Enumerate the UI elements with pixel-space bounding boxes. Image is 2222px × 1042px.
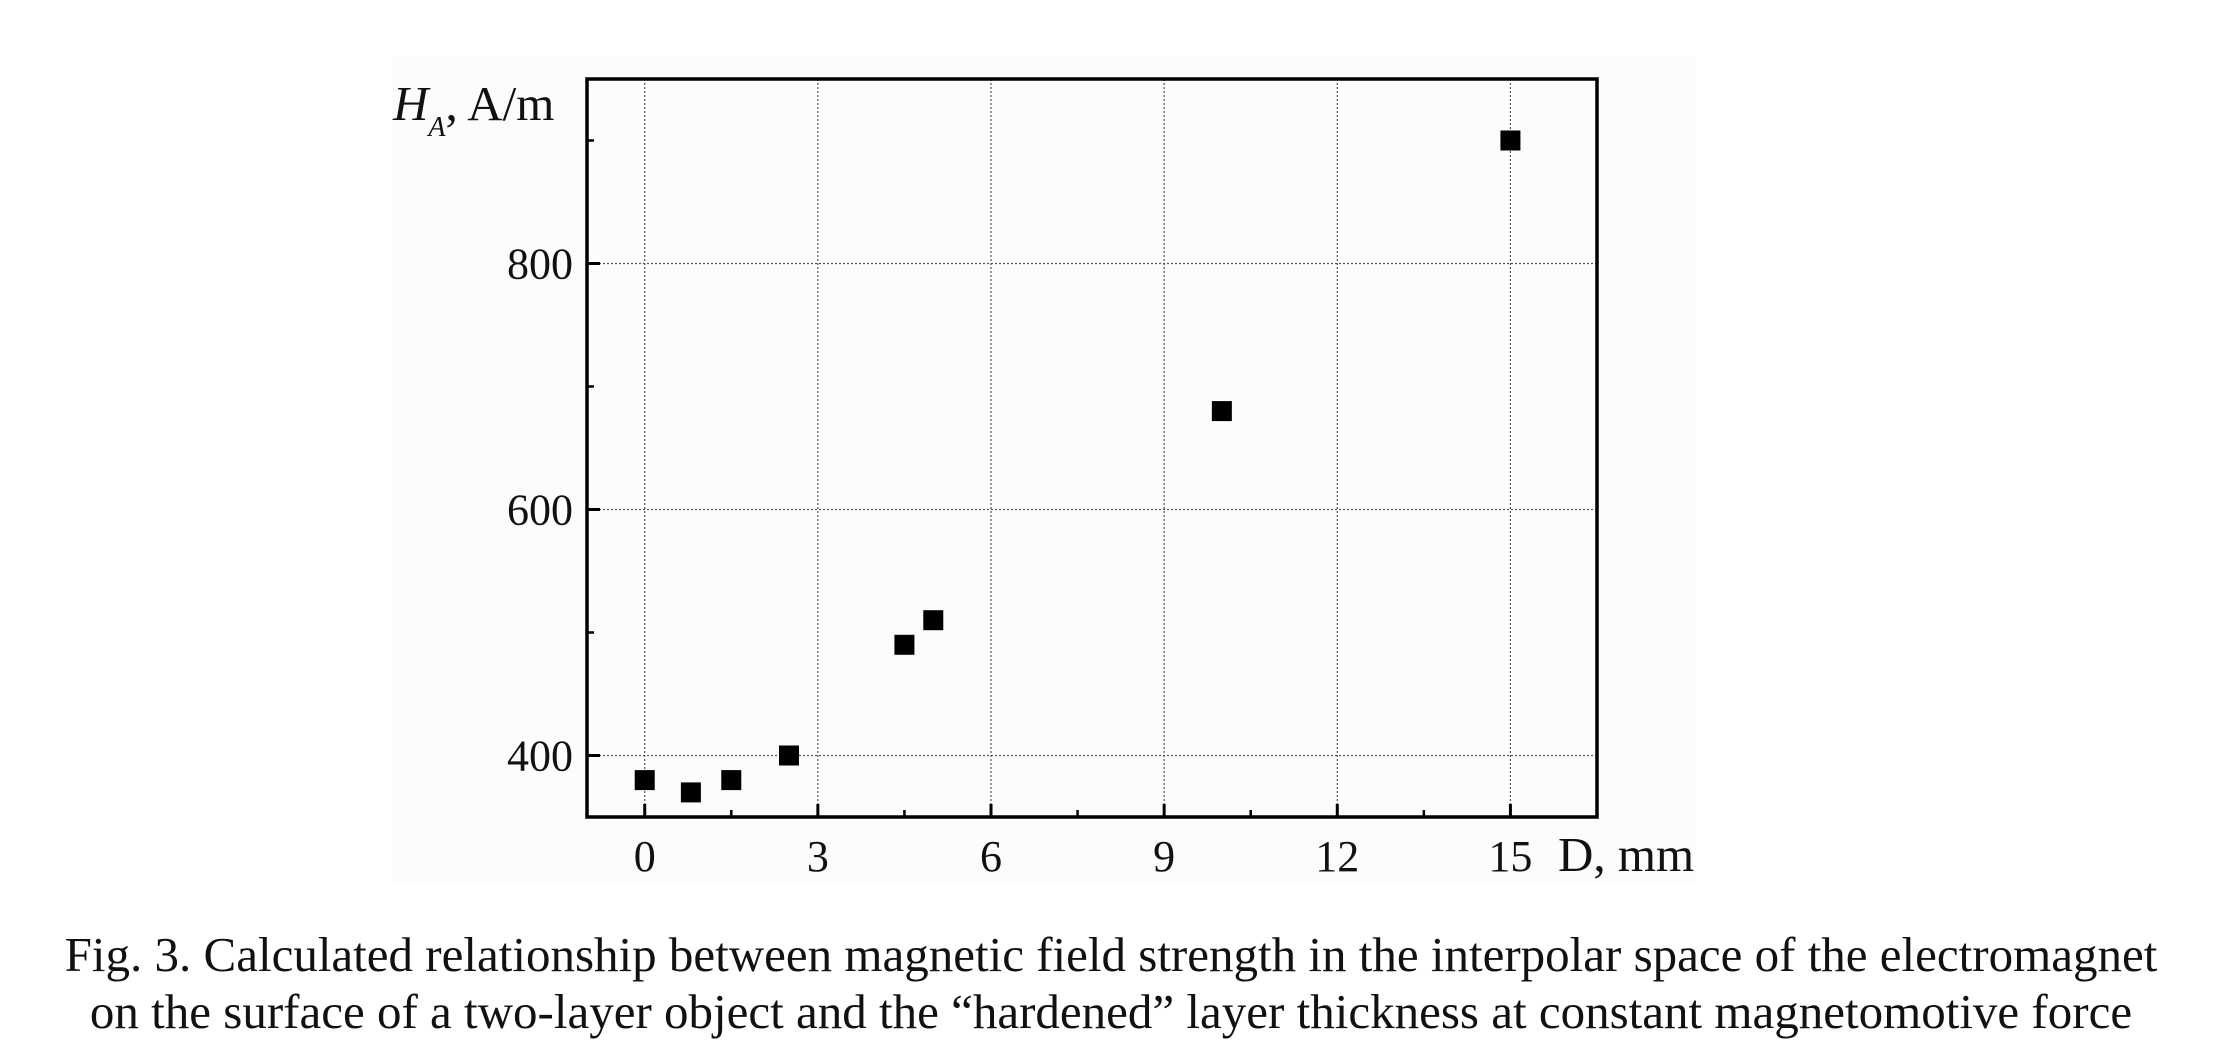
- chart-figure: 0 3 6 9 12 15 400 600 800 HA, A/m D, mm: [392, 56, 1695, 882]
- x-tick-label: 0: [634, 832, 656, 881]
- data-point: [1500, 130, 1521, 151]
- y-axis-label: HA, A/m: [392, 76, 554, 143]
- data-point: [779, 745, 799, 766]
- data-point: [894, 634, 915, 655]
- x-tick-label: 15: [1488, 832, 1532, 881]
- x-tick-label: 3: [807, 832, 829, 881]
- data-point: [634, 770, 655, 791]
- data-point: [680, 782, 701, 803]
- data-points: [634, 130, 1521, 803]
- y-tick-label: 400: [507, 732, 573, 781]
- x-tick-label: 6: [980, 832, 1002, 881]
- grid-lines: [587, 79, 1597, 817]
- x-tick-label: 9: [1153, 832, 1175, 881]
- x-tick-label: 12: [1315, 832, 1359, 881]
- data-point: [1211, 401, 1232, 422]
- axis-ticks: [587, 139, 1512, 817]
- y-tick-label: 800: [507, 240, 573, 289]
- figure-panel: [393, 56, 1695, 882]
- figure-caption-line-2: on the surface of a two-layer object and…: [89, 984, 2133, 1039]
- figure-caption-line-1: Fig. 3. Calculated relationship between …: [64, 927, 2158, 982]
- y-tick-label: 600: [507, 486, 573, 535]
- plot-frame: [585, 77, 1599, 819]
- data-point: [923, 610, 944, 631]
- x-axis-label: D, mm: [1558, 827, 1694, 882]
- data-point: [721, 770, 742, 791]
- tick-labels: 0 3 6 9 12 15 400 600 800: [507, 240, 1532, 882]
